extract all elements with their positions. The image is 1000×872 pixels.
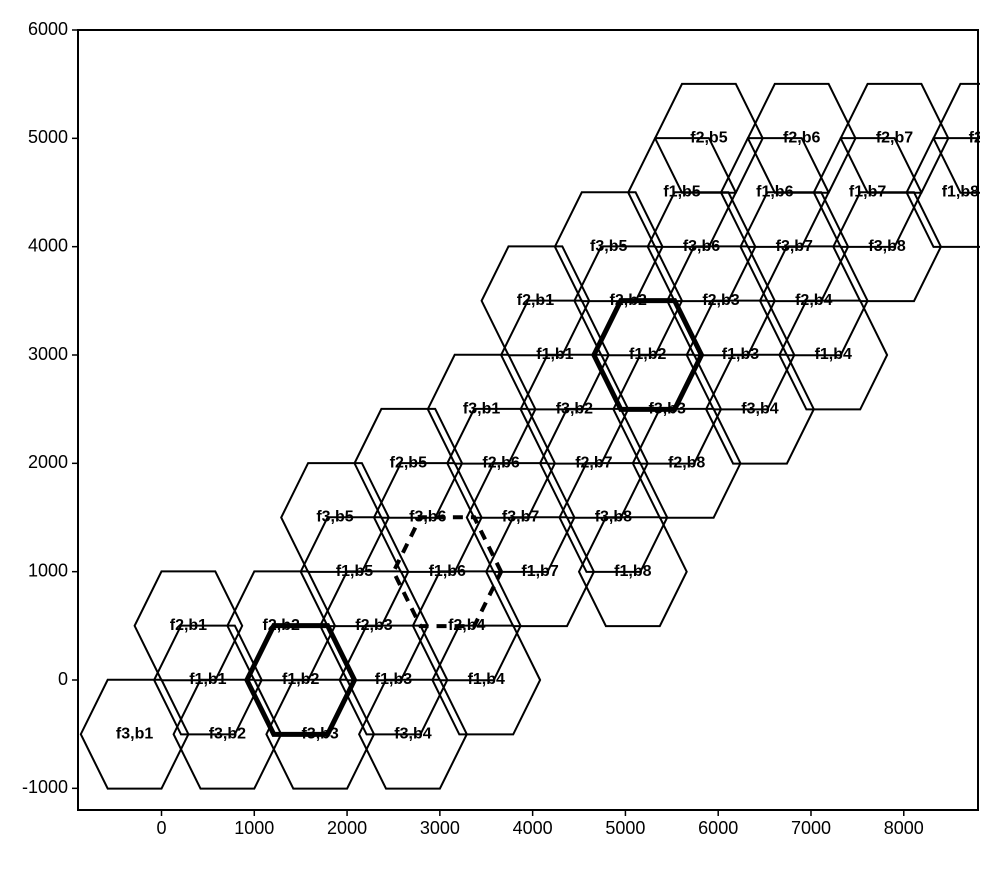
hex-cell-label: f3,b3	[649, 400, 686, 417]
y-tick-label: 4000	[28, 235, 68, 255]
hex-cell-label: f2,b5	[690, 130, 727, 147]
hex-cell-label: f1,b4	[815, 346, 852, 363]
hex-cell-label: f2,b1	[517, 292, 554, 309]
hex-cell-label: f3,b7	[776, 238, 813, 255]
hex-cell-label: f3,b8	[595, 509, 632, 526]
y-tick-label: 2000	[28, 452, 68, 472]
hex-cell-label: f2,b4	[795, 292, 832, 309]
hex-cell-label: f3,b2	[556, 400, 593, 417]
hex-cell-label: f2,b3	[702, 292, 739, 309]
hex-cell-label: f1,b8	[942, 184, 979, 201]
label-layer: f2,b1 f3,b1 f1,b1 f3,b5 f2,b2 f3,b2 f2,b5 f1,b5…	[116, 130, 980, 743]
hex-cell-label: f2,b8	[668, 455, 705, 472]
hex-cell-label: f1,b6	[756, 184, 793, 201]
hex-cell-label: f3,b8	[868, 238, 905, 255]
hex-cell-label: f2,b7	[575, 455, 612, 472]
hex-chart: -1000 0 1000 2000 3000 4000 5000 6000 0 1000 2000 3…	[20, 20, 980, 852]
hex-cell-label: f1,b1	[189, 671, 226, 688]
hex-cell-label: f1,b3	[722, 346, 759, 363]
hex-cell-label: f2,b6	[482, 455, 519, 472]
hex-cell-label: f3,b1	[463, 400, 500, 417]
hex-cell-label: f2,b4	[448, 617, 485, 634]
y-tick-label: 6000	[28, 20, 68, 39]
x-tick-label: 4000	[513, 818, 553, 838]
hex-cell-label: f3,b6	[409, 509, 446, 526]
hex-cell-label: f2,b8	[969, 130, 980, 147]
hex-cell-label: f1,b7	[521, 563, 558, 580]
hex-chart-svg: -1000 0 1000 2000 3000 4000 5000 6000 0 1000 2000 3…	[20, 20, 980, 852]
x-tick-label: 6000	[698, 818, 738, 838]
hex-cell-label: f1,b4	[468, 671, 505, 688]
hex-cell-label: f1,b2	[282, 671, 319, 688]
hex-cell-label: f1,b1	[536, 346, 573, 363]
hex-cell-label: f3,b4	[741, 400, 778, 417]
y-tick-label: 0	[58, 669, 68, 689]
hex-cell-label: f2,b6	[783, 130, 820, 147]
x-tick-label: 0	[156, 818, 166, 838]
hex-cell-label: f3,b5	[590, 238, 627, 255]
hex-cell-label: f2,b3	[355, 617, 392, 634]
x-tick-label: 5000	[605, 818, 645, 838]
hex-cell-label: f2,b7	[876, 130, 913, 147]
y-tick-label: 1000	[28, 560, 68, 580]
hex-cell-label: f3,b4	[394, 725, 431, 742]
hex-cell-label: f1,b3	[375, 671, 412, 688]
hex-cell-label: f3,b3	[301, 725, 338, 742]
hex-cell-label: f3,b6	[683, 238, 720, 255]
hex-cell-label: f1,b2	[629, 346, 666, 363]
hex-cell-label: f2,b5	[390, 455, 427, 472]
y-tick-label: -1000	[22, 777, 68, 797]
y-tick-label: 3000	[28, 344, 68, 364]
plot-border	[78, 30, 978, 810]
x-tick-label: 2000	[327, 818, 367, 838]
hex-cell-label: f3,b7	[502, 509, 539, 526]
hex-cell-label: f1,b5	[336, 563, 373, 580]
x-tick-label: 8000	[884, 818, 924, 838]
hex-cell-label: f3,b2	[209, 725, 246, 742]
x-tick-label: 7000	[791, 818, 831, 838]
hex-cell-label: f1,b7	[849, 184, 886, 201]
hex-cell-label: f3,b1	[116, 725, 153, 742]
hex-cell-label: f1,b6	[429, 563, 466, 580]
x-tick-label: 1000	[234, 818, 274, 838]
hex-cell-label: f1,b8	[614, 563, 651, 580]
hex-cell-label: f1,b5	[663, 184, 700, 201]
y-tick-label: 5000	[28, 127, 68, 147]
hex-cell-label: f3,b5	[316, 509, 353, 526]
hex-cell-label: f2,b2	[263, 617, 300, 634]
hex-cell-label: f2,b1	[170, 617, 207, 634]
x-tick-label: 3000	[420, 818, 460, 838]
hex-cell-label: f2,b2	[610, 292, 647, 309]
